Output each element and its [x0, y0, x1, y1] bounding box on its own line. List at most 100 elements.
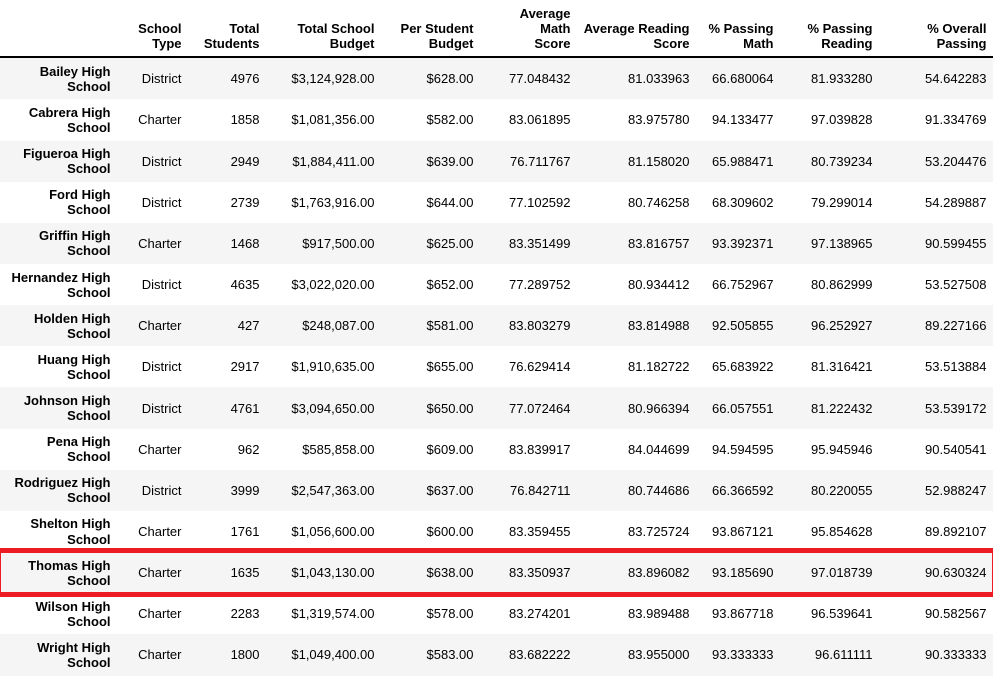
- table-cell: 83.803279: [509, 318, 571, 334]
- row-header: Bailey High School: [39, 63, 111, 94]
- table-cell: 80.746258: [628, 194, 690, 210]
- table-row: Pena High School Charter 962 $585,858.00 $60…: [0, 428, 993, 470]
- table-row: Figueroa High School District 2949 $1,884,4…: [0, 140, 993, 182]
- column-header: School Type: [117, 0, 188, 59]
- table-cell: 83.274201: [509, 606, 571, 622]
- table-cell: 83.350937: [509, 565, 571, 581]
- table-cell: 3999: [230, 482, 260, 498]
- table-cell: 79.299014: [811, 194, 873, 210]
- table-cell: Charter: [138, 565, 182, 581]
- table-header: School Type Total Students Total School Bu…: [0, 0, 993, 59]
- table-cell: Charter: [138, 441, 182, 457]
- table-cell: 65.988471: [712, 153, 774, 169]
- table-cell: 1800: [230, 647, 260, 663]
- table-cell: 95.945946: [811, 441, 873, 457]
- table-cell: 53.204476: [925, 153, 987, 169]
- table-cell: District: [141, 194, 182, 210]
- table-cell: 77.072464: [509, 400, 571, 416]
- table-cell: 2739: [230, 194, 260, 210]
- table-cell: 93.333333: [712, 647, 774, 663]
- row-header: Johnson High School: [23, 392, 111, 424]
- table-cell: 97.018739: [811, 565, 873, 581]
- table-row: Cabrera High School Charter 1858 $1,081,356…: [0, 99, 993, 141]
- table-cell: $650.00: [426, 400, 474, 416]
- table-cell: 68.309602: [712, 194, 774, 210]
- table-cell: $1,049,400.00: [291, 647, 375, 663]
- table-cell: 81.222432: [811, 400, 873, 416]
- table-cell: $581.00: [426, 318, 474, 334]
- table-cell: 83.839917: [509, 441, 571, 457]
- table-cell: 83.814988: [628, 318, 690, 334]
- table-row: Bailey High School District 4976 $3,124,928…: [0, 57, 993, 100]
- table-cell: $3,022,020.00: [291, 277, 375, 293]
- table-cell: 80.744686: [628, 482, 690, 498]
- table-cell: $625.00: [426, 235, 474, 251]
- table-cell: $1,910,635.00: [291, 359, 375, 375]
- row-header: Ford High School: [49, 187, 111, 218]
- table-cell: 81.182722: [628, 359, 690, 375]
- table-cell: Charter: [138, 647, 182, 663]
- table-cell: 66.366592: [712, 482, 774, 498]
- table-row: Griffin High School Charter 1468 $917,500.0…: [0, 222, 993, 265]
- table-row: Holden High School Charter 427 $248,087.00 $…: [0, 305, 993, 347]
- table-cell: 77.048432: [509, 71, 571, 87]
- table-cell: 89.892107: [925, 523, 987, 539]
- row-header: Cabrera High School: [28, 104, 111, 135]
- row-header: Huang High School: [37, 351, 111, 382]
- table-cell: $1,081,356.00: [291, 112, 375, 128]
- column-header: Per Student Budget: [381, 0, 480, 59]
- table-cell: 93.867718: [712, 606, 774, 622]
- table-cell: 66.752967: [712, 277, 774, 293]
- table-cell: 83.816757: [628, 235, 690, 251]
- table-row: Hernandez High School District 4635 $3,022,…: [0, 264, 993, 306]
- table-row: Wright High School Charter 1800 $1,049,400.…: [0, 634, 993, 676]
- table-cell: $583.00: [426, 647, 474, 663]
- table-cell: 2283: [230, 606, 260, 622]
- table-cell: 80.739234: [811, 153, 873, 169]
- table-cell: 81.316421: [811, 359, 873, 375]
- table-cell: 65.683922: [712, 359, 774, 375]
- row-header: Thomas High School: [28, 557, 111, 588]
- table-cell: 2917: [230, 359, 260, 375]
- table-cell: $2,547,363.00: [291, 482, 375, 498]
- table-cell: 90.333333: [925, 647, 987, 663]
- table-row: Rodriguez High School District 3999 $2,547,…: [0, 469, 993, 511]
- table-cell: 84.044699: [628, 441, 690, 457]
- column-header: % Passing Reading: [780, 0, 879, 59]
- table-cell: 96.611111: [814, 647, 873, 663]
- table-cell: 97.039828: [811, 112, 873, 128]
- table-row: Wilson High School Charter 2283 $1,319,574.…: [0, 593, 993, 635]
- table-cell: District: [141, 153, 182, 169]
- table-cell: 1858: [230, 112, 260, 128]
- table-cell: 83.975780: [628, 112, 690, 128]
- table-cell: 91.334769: [925, 112, 987, 128]
- table-cell: 83.725724: [628, 523, 690, 539]
- highlighted-row: Thomas High School Charter 1635 $1,043,130.…: [0, 548, 993, 598]
- table-cell: District: [141, 71, 182, 87]
- table-cell: 80.934412: [628, 277, 690, 293]
- table-cell: $1,319,574.00: [291, 606, 375, 622]
- column-header: Average Math Score: [480, 0, 577, 59]
- table-cell: 1761: [230, 523, 260, 539]
- column-header: Total Students: [188, 0, 266, 59]
- header-row: School Type Total Students Total School Bu…: [0, 0, 993, 59]
- table-cell: 427: [237, 318, 260, 334]
- row-header: Wilson High School: [35, 598, 111, 629]
- row-header: Pena High School: [46, 434, 111, 465]
- table-cell: 94.133477: [712, 112, 774, 128]
- table-cell: 83.896082: [628, 565, 690, 581]
- table-cell: District: [141, 482, 182, 498]
- table-cell: 81.033963: [628, 71, 690, 87]
- table-cell: $652.00: [426, 277, 474, 293]
- table-cell: Charter: [138, 318, 182, 334]
- table-cell: District: [141, 359, 182, 375]
- row-header: Hernandez High School: [11, 269, 111, 300]
- table-cell: 2949: [230, 153, 260, 169]
- table-cell: $1,884,411.00: [292, 153, 375, 169]
- table-cell: 77.289752: [509, 277, 571, 293]
- table-cell: 90.540541: [925, 441, 987, 457]
- table-cell: 93.867121: [712, 523, 774, 539]
- table-cell: 4976: [230, 71, 260, 87]
- table-cell: $609.00: [426, 441, 474, 457]
